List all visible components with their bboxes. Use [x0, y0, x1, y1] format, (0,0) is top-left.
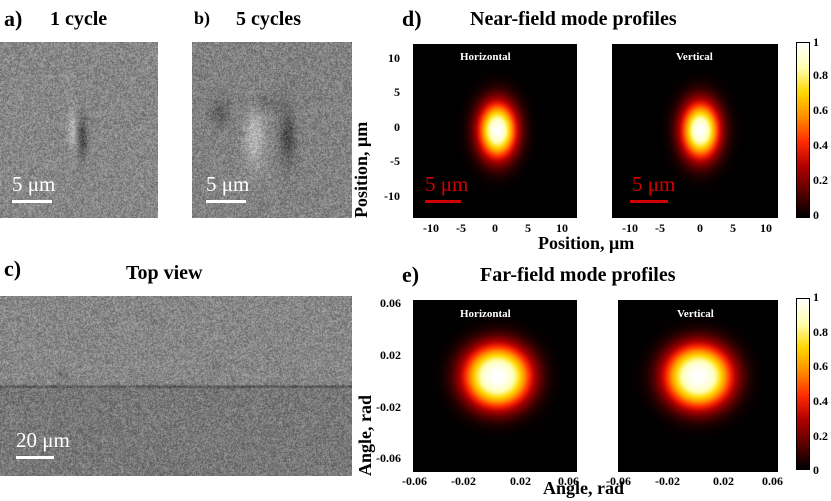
near-field-colorbar-tick: 0.2	[813, 173, 828, 187]
near-field-map-vertical: Vertical 5 μm	[612, 44, 778, 218]
panel-d-label: d)	[402, 6, 422, 31]
near-field-xtick: 0	[697, 221, 703, 235]
far-field-xtick: -0.06	[402, 474, 427, 488]
far-field-ylabel: Angle, rad	[355, 395, 375, 476]
scalebar-c	[16, 456, 54, 459]
near-field-map-vertical-label: Vertical	[676, 51, 713, 63]
far-field-map-horizontal-label: Horizontal	[460, 308, 511, 320]
near-field-xlabel: Position, μm	[538, 233, 635, 253]
far-field-ytick: 0.02	[380, 348, 401, 362]
far-field-colorbar-tick: 0.2	[813, 429, 828, 443]
far-field-colorbar-tick: 0.6	[813, 359, 828, 373]
near-field-xtick: 5	[525, 221, 531, 235]
near-field-scalebar-vertical	[630, 200, 668, 203]
near-field-colorbar-tick: 0.8	[813, 68, 828, 82]
near-field-ytick: -5	[390, 154, 400, 168]
far-field-colorbar-tick: 1	[813, 290, 819, 304]
near-field-scalebar-label-horizontal: 5 μm	[425, 172, 469, 196]
panel-d-title: Near-field mode profiles	[470, 8, 677, 30]
far-field-ytick: -0.02	[376, 400, 401, 414]
near-field-colorbar-tick: 0.4	[813, 138, 828, 152]
near-field-colorbar-tick: 0	[813, 208, 819, 222]
near-field-colorbar-tick: 0.6	[813, 103, 828, 117]
scalebar-a	[12, 200, 52, 203]
near-field-xtick: 0	[492, 221, 498, 235]
far-field-colorbar	[796, 298, 810, 470]
near-field-xtick: -10	[423, 221, 439, 235]
far-field-xtick: 0.06	[762, 474, 783, 488]
near-field-scalebar-label-vertical: 5 μm	[632, 172, 676, 196]
far-field-colorbar-tick: 0	[813, 463, 819, 477]
far-field-map-vertical: Vertical	[618, 300, 778, 472]
near-field-scalebar-horizontal	[425, 200, 461, 203]
far-field-xtick: 0.02	[713, 474, 734, 488]
sem-image-top-view: 20 μm	[0, 296, 352, 476]
far-field-map-horizontal: Horizontal	[413, 300, 577, 472]
far-field-colorbar-tick: 0.4	[813, 394, 828, 408]
near-field-xtick: 5	[730, 221, 736, 235]
far-field-xtick: 0.06	[558, 474, 579, 488]
far-field-xtick: 0.02	[510, 474, 531, 488]
far-field-xtick: -0.02	[451, 474, 476, 488]
near-field-map-horizontal-label: Horizontal	[460, 51, 511, 63]
near-field-ytick: 5	[394, 85, 400, 99]
far-field-ytick: -0.06	[376, 451, 401, 465]
far-field-xlabel: Angle, rad	[543, 478, 624, 498]
far-field-xtick: -0.02	[655, 474, 680, 488]
near-field-ytick: 0	[394, 120, 400, 134]
panel-c-label: c)	[4, 256, 22, 281]
colorbar-gradient	[797, 43, 809, 217]
near-field-ylabel: Position, μm	[351, 121, 371, 218]
far-field-ytick: 0.06	[380, 296, 401, 310]
near-field-ytick: 10	[388, 51, 400, 65]
panel-c-title: Top view	[126, 262, 203, 284]
sem-image-1-cycle: 5 μm	[0, 42, 158, 218]
panel-b-title: 5 cycles	[236, 8, 301, 30]
panel-e-label: e)	[402, 262, 420, 287]
near-field-colorbar-tick: 1	[813, 35, 819, 49]
near-field-xtick: -10	[622, 221, 638, 235]
far-field-map-vertical-label: Vertical	[677, 308, 714, 320]
scalebar-label-b: 5 μm	[206, 172, 250, 196]
panel-e-title: Far-field mode profiles	[480, 264, 676, 286]
panel-a-title: 1 cycle	[50, 8, 108, 30]
near-field-map-horizontal: Horizontal 5 μm	[413, 44, 577, 218]
near-field-xtick: 10	[556, 221, 568, 235]
scalebar-b	[206, 200, 246, 203]
near-field-xtick: -5	[655, 221, 665, 235]
near-field-colorbar	[796, 42, 810, 218]
far-field-colorbar-tick: 0.8	[813, 325, 828, 339]
scalebar-label-a: 5 μm	[12, 172, 56, 196]
sem-image-5-cycles: 5 μm	[192, 42, 352, 218]
near-field-xtick: 10	[760, 221, 772, 235]
panel-a-label: a)	[4, 6, 23, 31]
scalebar-label-c: 20 μm	[16, 428, 70, 452]
near-field-xtick: -5	[456, 221, 466, 235]
colorbar-gradient	[797, 299, 809, 469]
near-field-ytick: -10	[384, 189, 400, 203]
panel-b-label: b)	[194, 8, 211, 28]
far-field-xtick: -0.06	[606, 474, 631, 488]
